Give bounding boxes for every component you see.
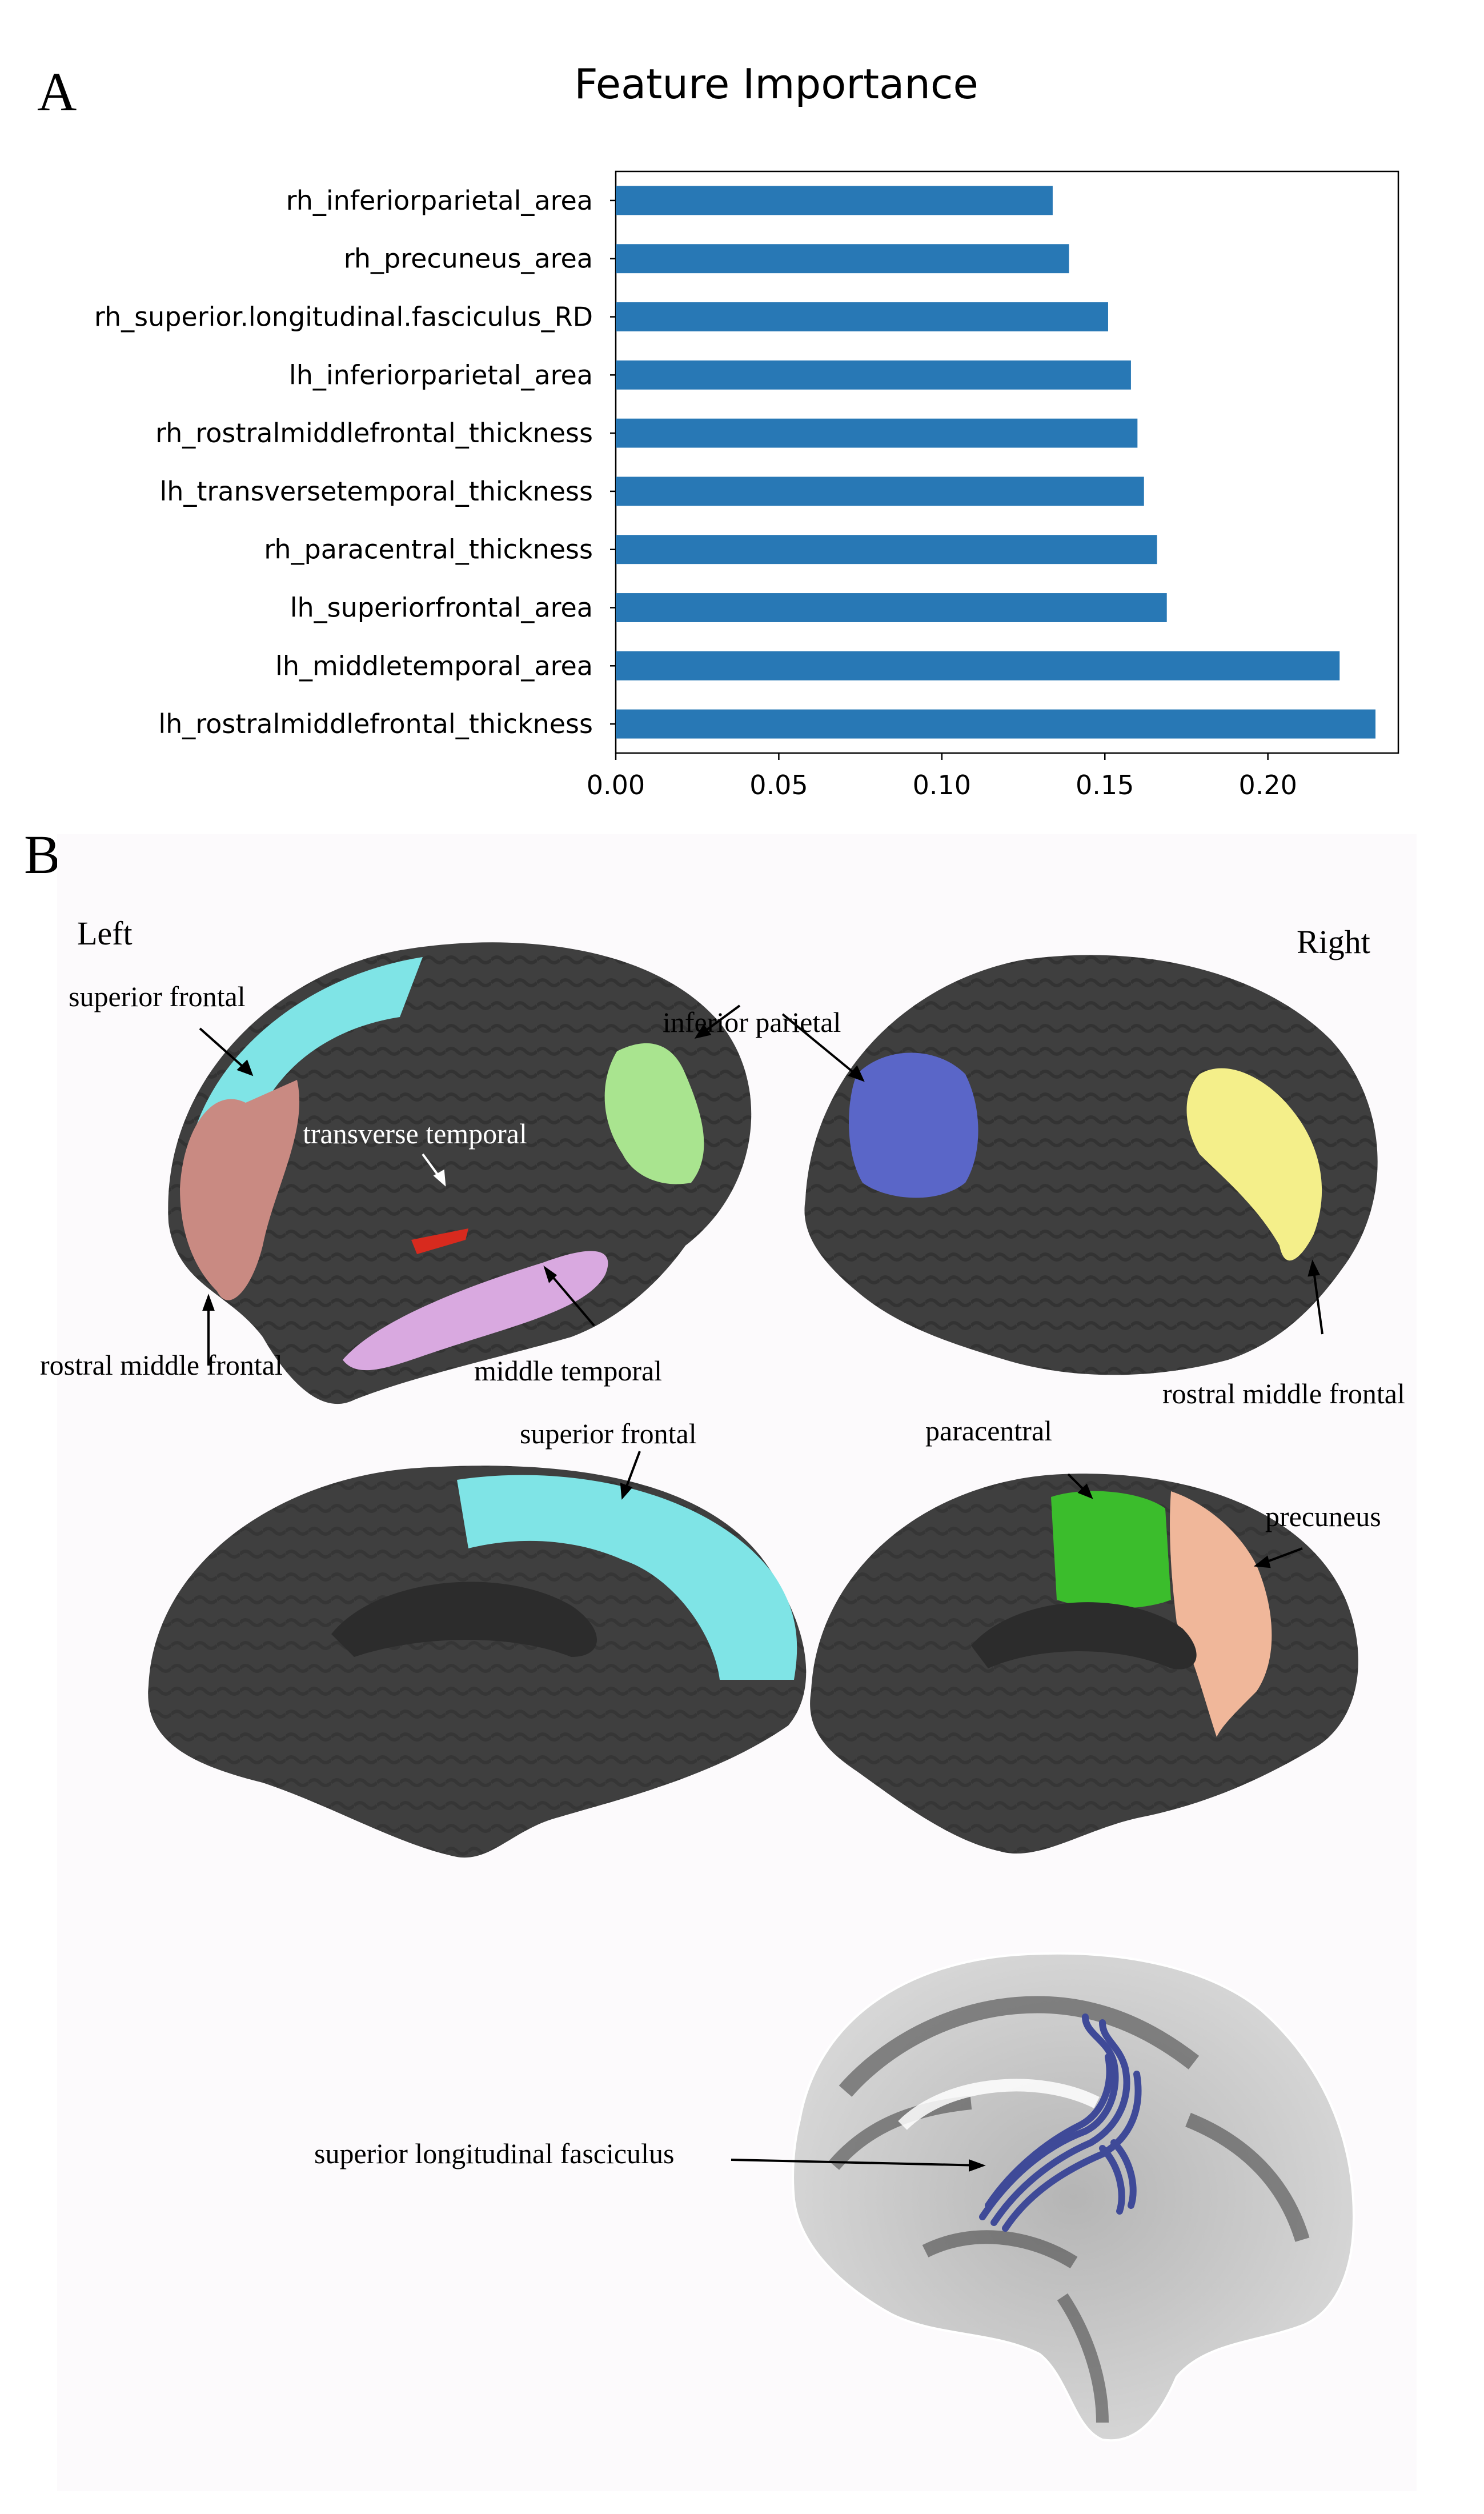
mri-sagittal-slice bbox=[792, 1952, 1355, 2442]
bar bbox=[616, 244, 1069, 274]
bar bbox=[616, 593, 1167, 622]
bar bbox=[616, 360, 1131, 390]
y-tick-label: rh_precuneus_area bbox=[344, 243, 593, 274]
label-superior-longitudinal-fasciculus: superior longitudinal fasciculus bbox=[314, 2137, 675, 2169]
panel-b-brain-figure: Left Right superior frontal transverse t… bbox=[40, 834, 1417, 2491]
label-middle-temporal: middle temporal bbox=[474, 1355, 663, 1387]
panel-letter-a: A bbox=[37, 61, 77, 122]
label-rostral-middle-frontal-left: rostral middle frontal bbox=[40, 1349, 283, 1381]
label-inferior-parietal: inferior parietal bbox=[663, 1006, 841, 1038]
left-lateral-hemisphere bbox=[168, 942, 752, 1404]
bar bbox=[616, 186, 1053, 215]
bar bbox=[616, 709, 1376, 739]
y-tick-label: rh_inferiorparietal_area bbox=[286, 185, 593, 216]
right-medial-hemisphere bbox=[810, 1474, 1358, 1854]
x-tick-label: 0.10 bbox=[913, 770, 971, 800]
x-tick-label: 0.15 bbox=[1076, 770, 1134, 800]
label-superior-frontal-medial: superior frontal bbox=[520, 1418, 697, 1450]
label-transverse-temporal: transverse temporal bbox=[303, 1118, 527, 1150]
plot-frame bbox=[615, 170, 1399, 754]
bar bbox=[616, 302, 1108, 331]
label-precuneus: precuneus bbox=[1265, 1500, 1381, 1532]
bar bbox=[616, 651, 1340, 680]
chart-title: Feature Importance bbox=[574, 60, 978, 108]
right-lateral-hemisphere bbox=[804, 955, 1378, 1375]
feature-importance-chart: rh_inferiorparietal_area rh_precuneus_are… bbox=[94, 170, 1399, 800]
y-tick-label: lh_transversetemporal_thickness bbox=[159, 476, 593, 507]
annotation-arrows bbox=[199, 1004, 1323, 2172]
y-tick-label: lh_superiorfrontal_area bbox=[290, 593, 593, 623]
panel-letter-b: B bbox=[24, 824, 61, 885]
panel-a: A Feature Importance rh_inferiorparietal… bbox=[0, 0, 1484, 811]
y-tick-label: rh_paracentral_thickness bbox=[264, 534, 593, 565]
bar bbox=[616, 477, 1144, 506]
heading-right: Right bbox=[1297, 923, 1370, 960]
y-tick-label: lh_rostralmiddlefrontal_thickness bbox=[158, 708, 593, 739]
label-paracentral: paracentral bbox=[925, 1415, 1053, 1447]
y-tick-label: rh_rostralmiddlefrontal_thickness bbox=[155, 418, 593, 449]
left-medial-hemisphere bbox=[148, 1466, 807, 1858]
heading-left: Left bbox=[77, 915, 133, 952]
y-tick-label: lh_inferiorparietal_area bbox=[289, 359, 593, 390]
label-superior-frontal-lateral: superior frontal bbox=[69, 980, 246, 1012]
label-rostral-middle-frontal-right: rostral middle frontal bbox=[1162, 1378, 1405, 1410]
bar bbox=[616, 535, 1157, 565]
y-tick-label: rh_superior.longitudinal.fasciculus_RD bbox=[94, 302, 593, 333]
brain-illustrations bbox=[148, 942, 1378, 2442]
x-tick-label: 0.20 bbox=[1238, 770, 1297, 800]
y-tick-label: lh_middletemporal_area bbox=[275, 650, 593, 681]
bar bbox=[616, 418, 1138, 448]
x-tick-label: 0.00 bbox=[587, 770, 645, 800]
x-tick-label: 0.05 bbox=[749, 770, 808, 800]
